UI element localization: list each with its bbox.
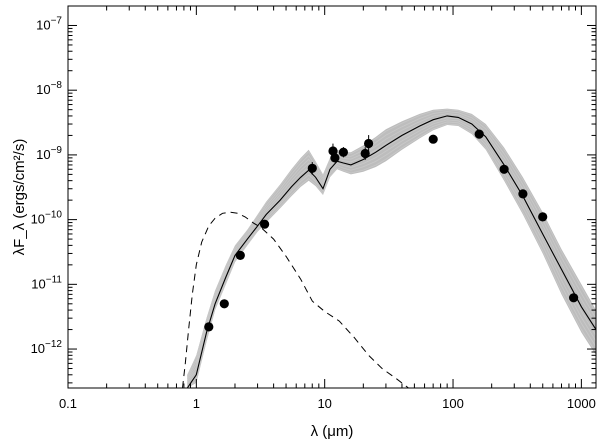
data-point bbox=[428, 134, 438, 144]
x-tick-label: 1000 bbox=[567, 396, 596, 411]
y-tick-label: 10−7 bbox=[36, 15, 62, 32]
plot-frame bbox=[67, 5, 597, 389]
data-point bbox=[204, 322, 214, 332]
x-tick-label: 100 bbox=[442, 396, 464, 411]
model-curve bbox=[186, 117, 597, 383]
x-tick-label: 0.1 bbox=[59, 396, 77, 411]
y-tick-label: 10−8 bbox=[36, 80, 62, 97]
y-axis-label: λF_λ (ergs/cm²/s) bbox=[11, 139, 28, 256]
model-curve bbox=[187, 123, 597, 388]
x-tick-label: 1 bbox=[193, 396, 200, 411]
observed-points bbox=[204, 129, 579, 332]
data-point bbox=[499, 164, 509, 174]
data-point bbox=[219, 299, 229, 309]
x-tick-label: 10 bbox=[317, 396, 331, 411]
photosphere-line bbox=[182, 211, 409, 389]
data-point bbox=[260, 219, 270, 229]
x-axis-ticks: 0.1 1 10 100 1000 bbox=[59, 6, 596, 411]
data-point bbox=[328, 146, 338, 156]
y-tick-label: 10−12 bbox=[31, 339, 63, 356]
data-point bbox=[569, 293, 579, 303]
x-axis-label: λ (μm) bbox=[311, 423, 354, 440]
model-band-fill bbox=[187, 108, 597, 388]
data-point bbox=[518, 189, 528, 199]
model-curve bbox=[186, 115, 597, 381]
model-grid-band bbox=[186, 108, 597, 388]
data-point bbox=[235, 250, 245, 260]
y-tick-label: 10−9 bbox=[36, 145, 62, 162]
data-point bbox=[338, 147, 348, 157]
data-point bbox=[307, 163, 317, 173]
y-tick-label: 10−10 bbox=[31, 210, 63, 227]
best-fit-curve bbox=[186, 115, 597, 389]
data-point bbox=[360, 148, 370, 159]
model-curve bbox=[187, 121, 597, 386]
data-point bbox=[330, 153, 340, 163]
data-point bbox=[538, 212, 548, 222]
data-point bbox=[364, 138, 374, 149]
y-tick-label: 10−11 bbox=[31, 274, 62, 291]
photosphere-curve bbox=[182, 211, 409, 389]
model-curve bbox=[186, 113, 597, 380]
y-axis-ticks: 10−12 10−11 10−10 10−9 10−8 10−7 bbox=[31, 5, 596, 384]
model-curve bbox=[187, 119, 597, 385]
data-point bbox=[474, 129, 484, 139]
best-fit-line bbox=[186, 115, 597, 389]
